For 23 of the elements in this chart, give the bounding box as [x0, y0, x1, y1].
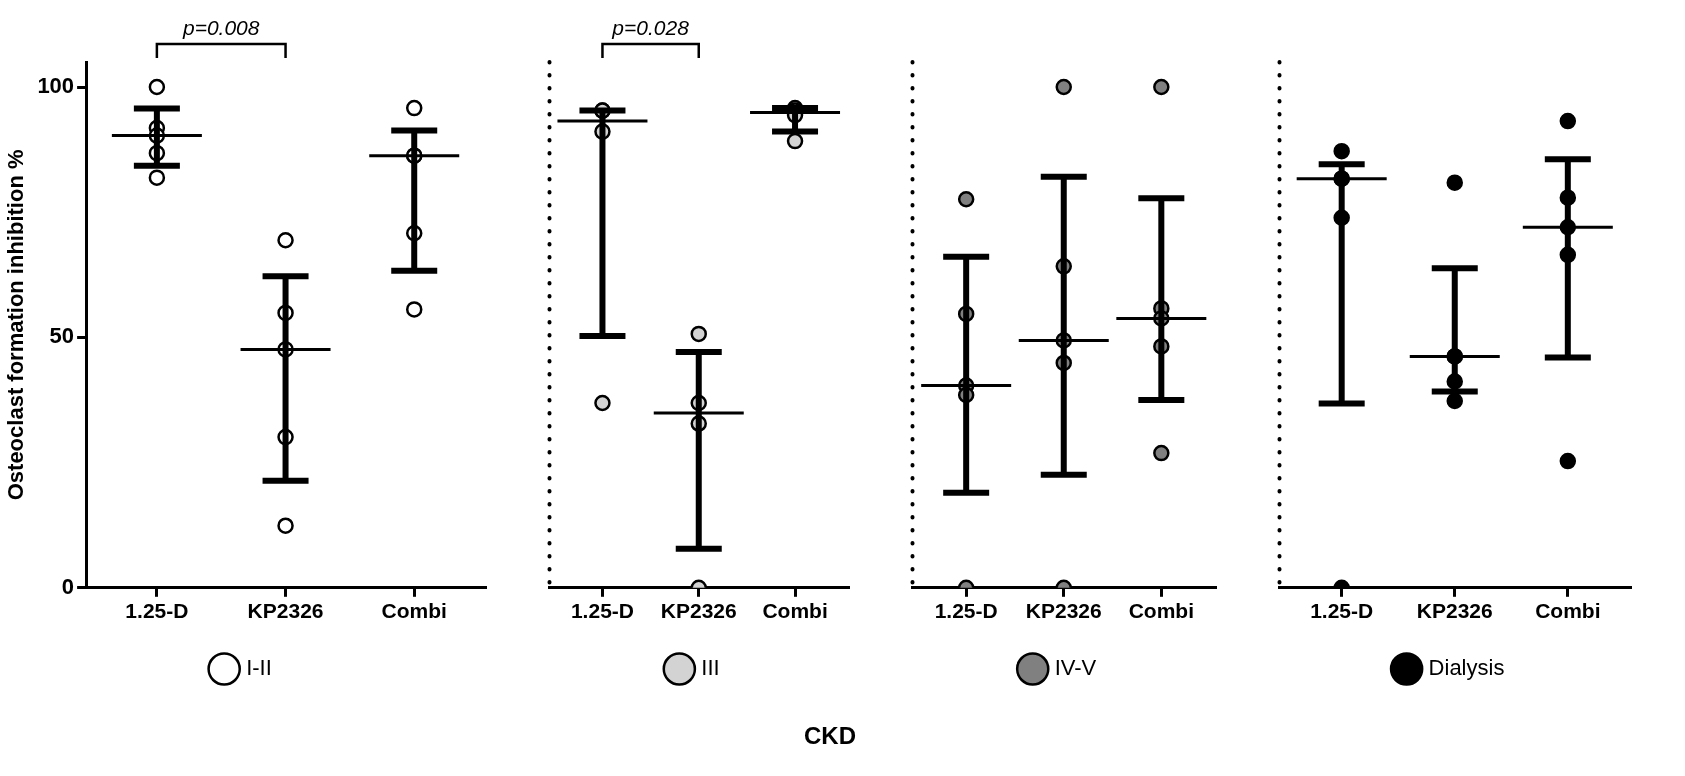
y-tick-label: 0	[61, 573, 75, 599]
legend-label: IV-V	[1054, 655, 1097, 681]
x-tick-label: 1.25-D	[570, 599, 634, 623]
legend-label: I-II	[246, 655, 272, 681]
y-tick-label: 100	[37, 73, 75, 99]
x-tick-label: KP2326	[247, 599, 324, 623]
x-tick-label: Combi	[762, 599, 828, 623]
x-tick-label: Combi	[381, 599, 447, 623]
x-tick-label: 1.25-D	[934, 599, 998, 623]
x-tick-label: KP2326	[660, 599, 737, 623]
text: p=0.008	[181, 16, 260, 40]
text: p=0.028	[611, 16, 690, 40]
y-axis-title: Osteoclast formation inhibition %	[3, 149, 29, 501]
legend-label: Dialysis	[1428, 655, 1505, 681]
x-tick-label: Combi	[1128, 599, 1194, 623]
y-tick-label: 50	[49, 323, 75, 349]
x-tick-label: 1.25-D	[125, 599, 189, 623]
legend-label: III	[701, 655, 720, 681]
x-axis-title: CKD	[803, 722, 857, 750]
x-tick-label: 1.25-D	[1310, 599, 1374, 623]
x-tick-label: Combi	[1535, 599, 1601, 623]
x-tick-label: KP2326	[1025, 599, 1102, 623]
x-tick-label: KP2326	[1416, 599, 1493, 623]
